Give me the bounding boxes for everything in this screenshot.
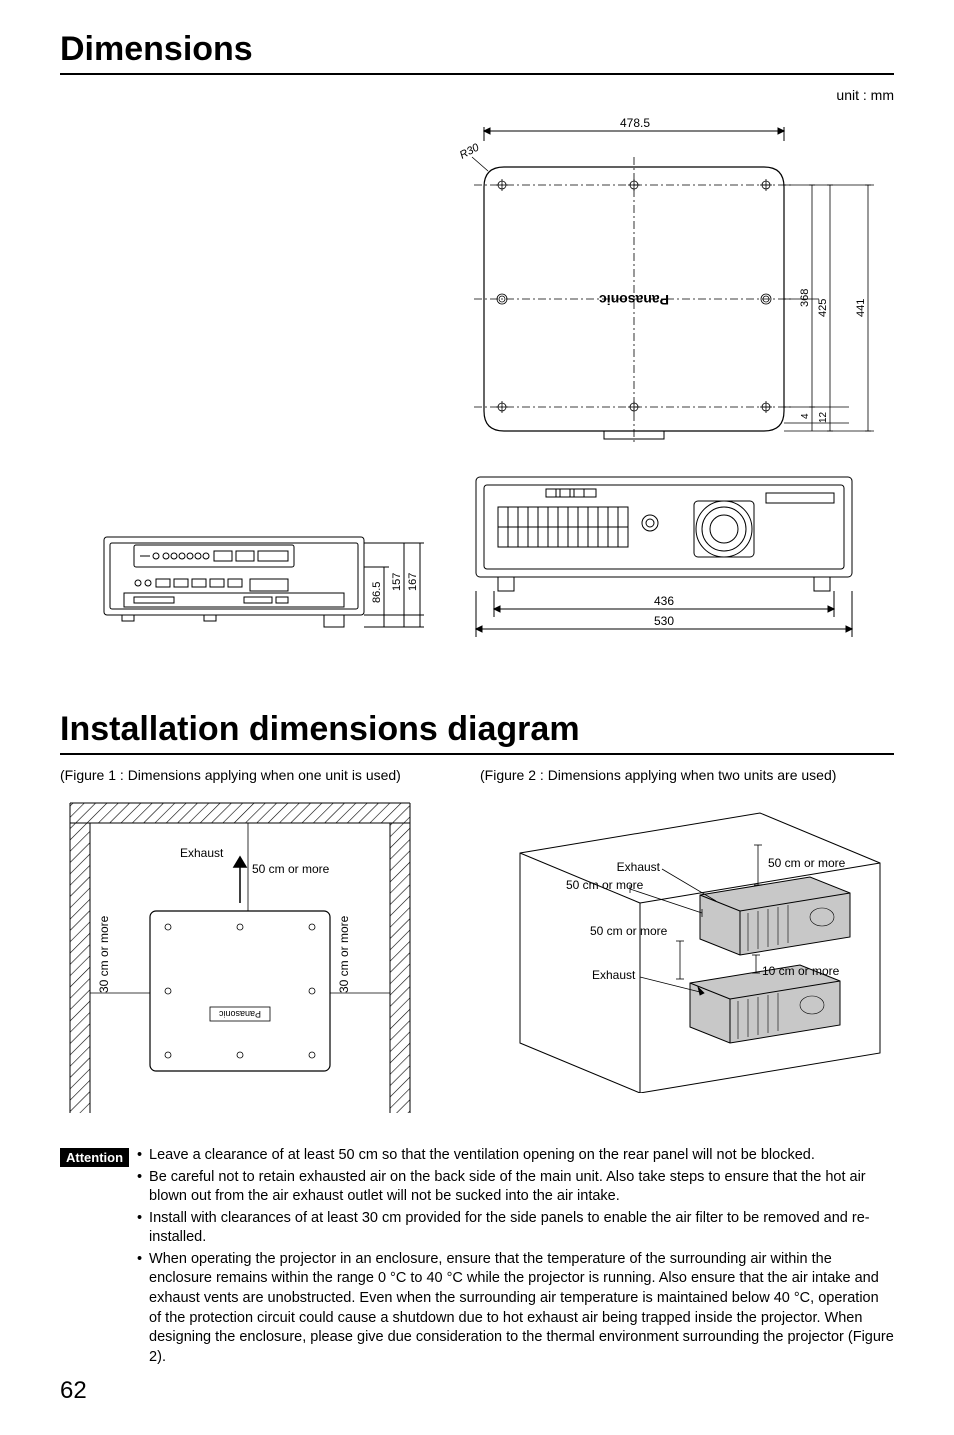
fig2-10cm: 10 cm or more <box>762 964 840 978</box>
unit-label: unit : mm <box>60 87 894 103</box>
attention-item: Be careful not to retain exhausted air o… <box>137 1168 894 1207</box>
fig2-caption: (Figure 2 : Dimensions applying when two… <box>480 767 900 783</box>
dim-167: 167 <box>407 573 419 591</box>
attention-list: Leave a clearance of at least 50 cm so t… <box>137 1146 894 1369</box>
dim-425: 425 <box>817 299 829 317</box>
figure-2-diagram: Exhaust 50 cm or more 50 cm or more 50 c… <box>480 793 900 1093</box>
side-view-diagram: 86.5 157 167 <box>94 507 434 647</box>
dim-157: 157 <box>391 573 403 591</box>
top-front-diagram: 478.5 R30 <box>454 107 894 647</box>
dim-r30: R30 <box>458 141 482 161</box>
dim-441: 441 <box>855 299 867 317</box>
fig2-50-mid: 50 cm or more <box>590 924 668 938</box>
dim-4: 4 <box>800 413 811 419</box>
fig2-exhaust2: Exhaust <box>592 968 636 982</box>
fig1-30-left: 30 cm or more <box>97 915 111 993</box>
fig1-caption: (Figure 1 : Dimensions applying when one… <box>60 767 440 783</box>
fig1-50cm: 50 cm or more <box>252 862 330 876</box>
figure-1-diagram: Exhaust 50 cm or more Panasonic <box>60 793 440 1123</box>
page-number: 62 <box>60 1377 894 1405</box>
fig1-30-right: 30 cm or more <box>337 915 351 993</box>
attention-badge: Attention <box>60 1148 129 1167</box>
dimensions-diagrams: 86.5 157 167 478.5 R30 <box>60 107 894 650</box>
page-title-1: Dimensions <box>60 30 894 75</box>
dim-86-5: 86.5 <box>371 582 383 603</box>
dim-12: 12 <box>818 411 829 423</box>
fig1-brand: Panasonic <box>218 1009 261 1019</box>
attention-block: Attention Leave a clearance of at least … <box>60 1146 894 1369</box>
fig1-exhaust: Exhaust <box>180 846 224 860</box>
figures-row: (Figure 1 : Dimensions applying when one… <box>60 767 894 1126</box>
attention-item: Install with clearances of at least 30 c… <box>137 1209 894 1248</box>
dim-368: 368 <box>799 289 811 307</box>
dim-436: 436 <box>654 594 674 608</box>
dim-478-5: 478.5 <box>620 116 650 130</box>
page-title-2: Installation dimensions diagram <box>60 710 894 755</box>
brand-text: Panasonic <box>599 292 669 308</box>
fig2-exhaust1: Exhaust <box>617 860 661 874</box>
attention-item: Leave a clearance of at least 50 cm so t… <box>137 1146 894 1166</box>
attention-item: When operating the projector in an enclo… <box>137 1250 894 1367</box>
dim-530: 530 <box>654 614 674 628</box>
fig2-50-top: 50 cm or more <box>768 856 846 870</box>
